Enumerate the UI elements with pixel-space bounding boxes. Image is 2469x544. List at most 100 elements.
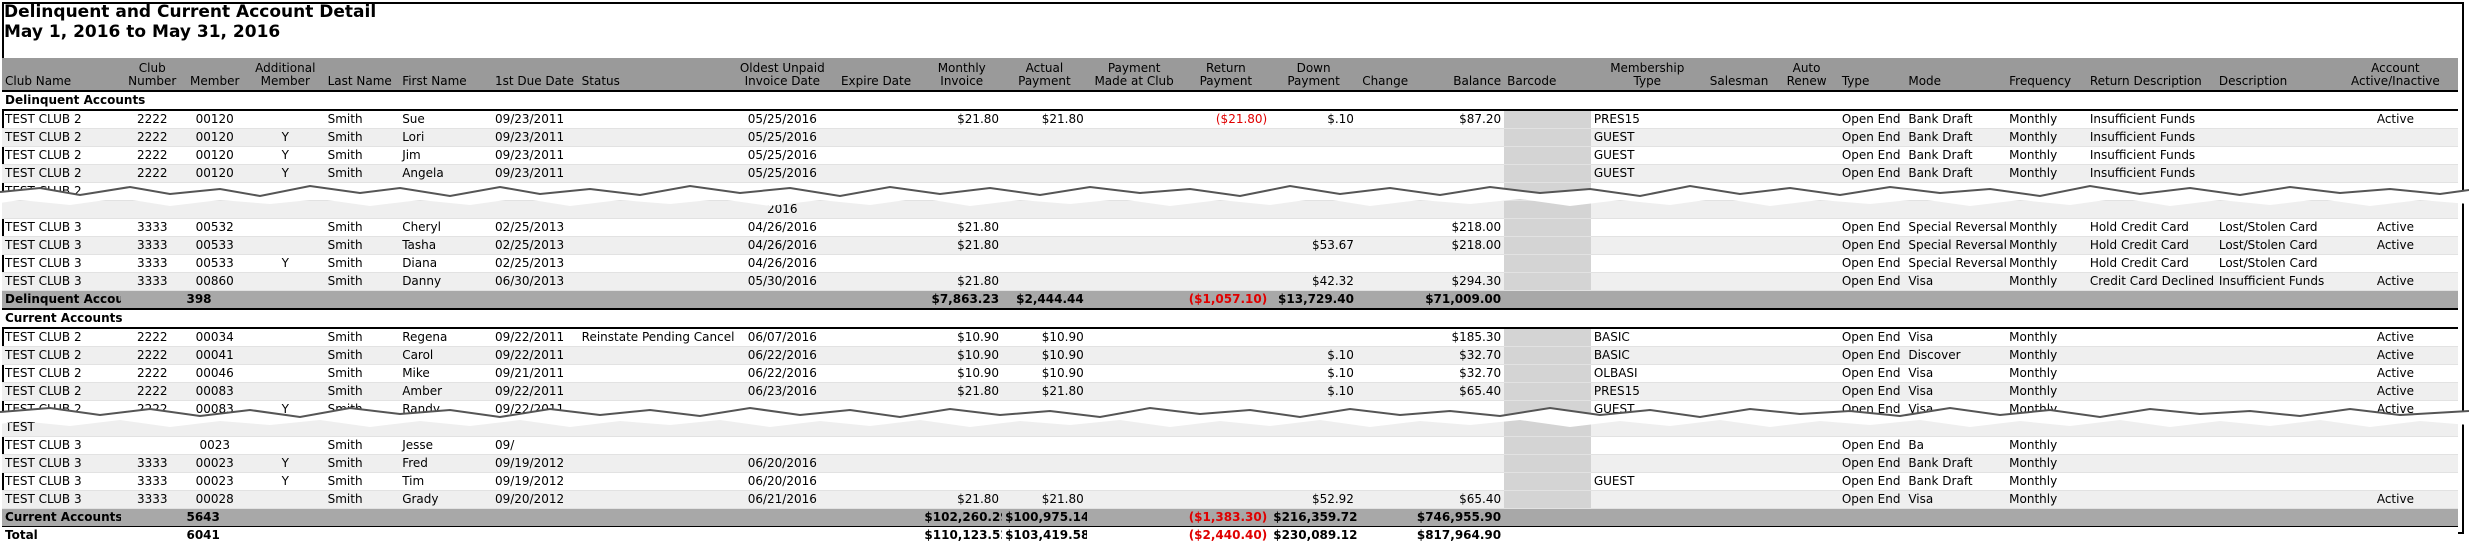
mode-cell: Ba xyxy=(1905,437,2006,455)
frequency-cell: Monthly xyxy=(2006,383,2087,401)
payment-made-cell xyxy=(1087,219,1182,237)
salesman-cell xyxy=(1704,273,1775,291)
expire-date-cell xyxy=(831,110,922,129)
salesman-cell xyxy=(1704,219,1775,237)
down-payment-cell: $.10 xyxy=(1270,110,1357,129)
subtotal-monthly: $102,260.29 xyxy=(921,509,1002,527)
grand-total-row: Total 6041 $110,123.52 $103,419.58 ($2,4… xyxy=(2,527,2458,544)
col-barcode: Barcode xyxy=(1504,58,1591,91)
last-name-cell: Smith xyxy=(325,147,400,165)
additional-member-cell: Y xyxy=(246,129,325,147)
last-name-cell: Smith xyxy=(325,129,400,147)
first-name-cell: Amber xyxy=(399,383,492,401)
actual-payment-cell xyxy=(1002,147,1087,165)
mode-cell: Bank Draft xyxy=(1905,129,2006,147)
club-number-cell: 3333 xyxy=(121,473,184,491)
return-description-cell: Hold Credit Card xyxy=(2087,255,2216,273)
total-monthly: $110,123.52 xyxy=(921,527,1002,544)
auto-renew-cell xyxy=(1774,437,1839,455)
status-cell xyxy=(579,473,734,491)
frequency-cell: Monthly xyxy=(2006,473,2087,491)
actual-payment-cell: $10.90 xyxy=(1002,328,1087,347)
monthly-invoice-cell: $10.90 xyxy=(921,328,1002,347)
first-name-cell: Grady xyxy=(399,491,492,509)
total-return: ($2,440.40) xyxy=(1182,527,1271,544)
first-due-date-cell: 09/19/2012 xyxy=(492,473,579,491)
expire-date-cell xyxy=(831,437,922,455)
member-cell: 00083 xyxy=(183,383,246,401)
description-cell xyxy=(2216,365,2333,383)
oldest-unpaid-cell: 04/26/2016 xyxy=(734,237,831,255)
subtotal-return: ($1,383.30) xyxy=(1182,509,1271,527)
return-description-cell xyxy=(2087,328,2216,347)
expire-date-cell xyxy=(831,383,922,401)
change-cell xyxy=(1357,129,1413,147)
member-cell: 00533 xyxy=(183,237,246,255)
oldest-unpaid-cell: 05/25/2016 xyxy=(734,110,831,129)
member-cell: 00532 xyxy=(183,219,246,237)
membership-type-cell xyxy=(1591,455,1704,473)
salesman-cell xyxy=(1704,437,1775,455)
first-due-date-cell: 09/22/2011 xyxy=(492,347,579,365)
payment-made-cell xyxy=(1087,273,1182,291)
return-description-cell xyxy=(2087,455,2216,473)
return-description-cell: Hold Credit Card xyxy=(2087,219,2216,237)
return-description-cell xyxy=(2087,365,2216,383)
oldest-unpaid-cell: 06/20/2016 xyxy=(734,473,831,491)
section-header-current: Current Accounts xyxy=(2,309,2458,328)
return-description-cell xyxy=(2087,491,2216,509)
barcode-cell xyxy=(1504,491,1591,509)
change-cell xyxy=(1357,437,1413,455)
oldest-unpaid-cell: 04/26/2016 xyxy=(734,255,831,273)
status-cell xyxy=(579,491,734,509)
actual-payment-cell: $10.90 xyxy=(1002,365,1087,383)
return-description-cell xyxy=(2087,383,2216,401)
last-name-cell: Smith xyxy=(325,365,400,383)
col-club-name: Club Name xyxy=(2,58,121,91)
col-change: Change xyxy=(1357,58,1413,91)
additional-member-cell xyxy=(246,328,325,347)
mode-cell: Bank Draft xyxy=(1905,473,2006,491)
monthly-invoice-cell: $10.90 xyxy=(921,365,1002,383)
status-cell xyxy=(579,147,734,165)
first-name-cell: Jesse xyxy=(399,437,492,455)
section-label: Current Accounts xyxy=(2,309,2458,328)
section-header-delinquent: Delinquent Accounts xyxy=(2,91,2458,110)
frequency-cell: Monthly xyxy=(2006,219,2087,237)
barcode-cell xyxy=(1504,110,1591,129)
type-cell: Open End xyxy=(1839,129,1906,147)
member-cell: 00120 xyxy=(183,129,246,147)
down-payment-cell: $42.32 xyxy=(1270,273,1357,291)
additional-member-cell: Y xyxy=(246,255,325,273)
salesman-cell xyxy=(1704,237,1775,255)
mode-cell: Special Reversal xyxy=(1905,237,2006,255)
actual-payment-cell: $21.80 xyxy=(1002,110,1087,129)
account-active-cell xyxy=(2333,455,2458,473)
type-cell: Open End xyxy=(1839,491,1906,509)
total-label: Total xyxy=(2,527,121,544)
balance-cell: $185.30 xyxy=(1413,328,1504,347)
subtotal-actual: $2,444.44 xyxy=(1002,291,1087,310)
payment-made-cell xyxy=(1087,473,1182,491)
change-cell xyxy=(1357,365,1413,383)
return-payment-cell xyxy=(1182,147,1271,165)
salesman-cell xyxy=(1704,473,1775,491)
description-cell xyxy=(2216,129,2333,147)
type-cell: Open End xyxy=(1839,455,1906,473)
balance-cell: $218.00 xyxy=(1413,219,1504,237)
last-name-cell: Smith xyxy=(325,328,400,347)
barcode-cell xyxy=(1504,455,1591,473)
description-cell: Lost/Stolen Card xyxy=(2216,255,2333,273)
membership-type-cell: GUEST xyxy=(1591,129,1704,147)
status-cell xyxy=(579,273,734,291)
return-payment-cell xyxy=(1182,491,1271,509)
first-name-cell: Carol xyxy=(399,347,492,365)
account-active-cell: Active xyxy=(2333,237,2458,255)
last-name-cell: Smith xyxy=(325,237,400,255)
last-name-cell: Smith xyxy=(325,255,400,273)
auto-renew-cell xyxy=(1774,219,1839,237)
salesman-cell xyxy=(1704,129,1775,147)
